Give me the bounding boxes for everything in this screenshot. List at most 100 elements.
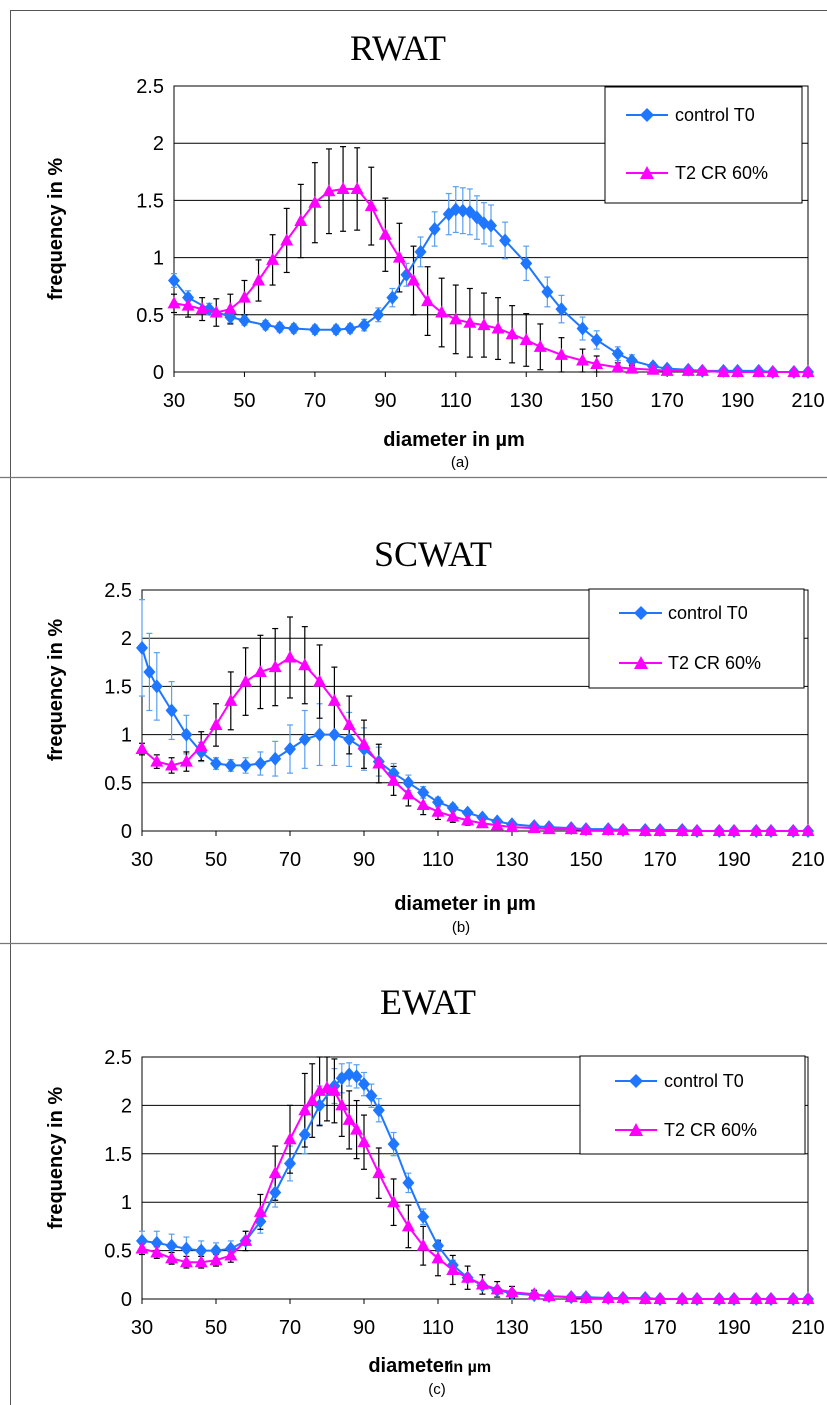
data-point-diamond: [576, 321, 589, 336]
panel-ewat: EWAT frequency in % diameter in µm (c) 0…: [45, 982, 825, 1398]
data-point-triangle: [167, 296, 181, 309]
legend-marker-triangle: [629, 1123, 643, 1136]
y-tick-label: 1: [153, 248, 164, 270]
data-point-triangle: [490, 1282, 504, 1295]
data-point-triangle: [752, 365, 766, 377]
data-point-diamond: [180, 1241, 193, 1256]
x-tick-label: 210: [791, 1317, 824, 1339]
data-point-diamond: [414, 244, 427, 259]
y-tick-label: 1.5: [136, 190, 164, 212]
data-point-triangle: [712, 824, 726, 836]
data-point-triangle: [294, 213, 308, 226]
data-point-triangle: [150, 754, 164, 767]
data-point-triangle: [764, 1292, 778, 1304]
data-point-triangle: [280, 233, 294, 246]
data-point-triangle: [801, 1292, 815, 1304]
data-point-triangle: [564, 1290, 578, 1303]
data-point-diamond: [417, 785, 430, 800]
data-point-diamond: [224, 758, 237, 773]
data-point-triangle: [239, 674, 253, 687]
x-tick-label: 190: [721, 390, 754, 412]
data-point-triangle: [616, 1291, 630, 1304]
data-point-diamond: [330, 322, 343, 337]
data-point-triangle: [601, 823, 615, 836]
data-point-triangle: [801, 365, 815, 377]
plot-area: 0 0.5 1 1.5 2 2.5 30 50 70 90 110 130 150 170 190 210: [104, 580, 825, 871]
data-point-diamond: [365, 1088, 378, 1103]
data-point-triangle: [401, 1219, 415, 1232]
y-tick-label: 0: [121, 821, 132, 843]
data-point-triangle: [712, 1292, 726, 1304]
x-tick-label: 70: [279, 1317, 301, 1339]
data-point-diamond: [298, 732, 311, 747]
data-point-triangle: [320, 1080, 334, 1093]
x-tick-label: 130: [510, 390, 543, 412]
legend-box: [588, 588, 805, 689]
data-point-triangle: [195, 302, 209, 315]
x-tick-label: 170: [650, 390, 683, 412]
data-point-diamond: [611, 346, 624, 361]
data-point-triangle: [305, 1093, 319, 1106]
data-point-diamond: [358, 318, 371, 333]
x-axis-label: diameter in µm: [383, 429, 525, 451]
legend-marker-diamond: [640, 108, 654, 122]
panel-scwat: SCWAT frequency in % diameter in µm (b) …: [45, 534, 825, 936]
data-point-diamond: [449, 202, 462, 217]
data-point-diamond: [625, 353, 638, 368]
panel-caption: (c): [428, 1381, 446, 1398]
data-point-triangle: [387, 1195, 401, 1208]
data-point-triangle: [327, 1083, 341, 1096]
data-point-triangle: [675, 824, 689, 836]
data-point-triangle: [431, 1251, 445, 1264]
data-point-diamond: [284, 742, 296, 757]
data-point-triangle: [327, 693, 341, 706]
data-point-triangle: [690, 1292, 704, 1304]
x-tick-label: 150: [580, 390, 613, 412]
data-point-diamond: [400, 267, 413, 282]
x-tick-label: 90: [353, 849, 375, 871]
x-tick-label: 210: [791, 849, 824, 871]
data-point-triangle: [475, 1277, 489, 1290]
data-point-triangle: [564, 822, 578, 835]
data-point-diamond: [358, 1077, 370, 1092]
data-point-triangle: [357, 737, 371, 750]
data-point-triangle: [181, 298, 195, 311]
data-point-triangle: [357, 1135, 371, 1148]
legend: control T0 T2 CR 60%: [604, 86, 803, 204]
data-point-triangle: [625, 361, 639, 374]
data-point-triangle: [638, 1292, 652, 1304]
legend: control T0 T2 CR 60%: [579, 1055, 806, 1155]
y-tick-label: 0: [153, 362, 164, 384]
t2-cr-60-series: [167, 181, 815, 377]
chart-title: EWAT: [380, 982, 476, 1022]
panel-caption: (a): [451, 454, 469, 471]
data-point-triangle: [787, 365, 801, 377]
panel-caption: (b): [452, 919, 470, 936]
x-tick-label: 30: [131, 849, 153, 871]
data-point-triangle: [209, 717, 223, 730]
data-point-triangle: [372, 1166, 386, 1179]
data-point-triangle: [194, 739, 208, 752]
data-point-diamond: [298, 1127, 311, 1142]
data-point-diamond: [168, 273, 180, 288]
data-point-triangle: [542, 822, 556, 835]
data-point-triangle: [749, 1292, 763, 1304]
x-axis-label: diameter in µm: [394, 893, 536, 915]
control-error-bars: [139, 599, 612, 831]
data-point-diamond: [308, 322, 321, 337]
data-point-triangle: [322, 184, 336, 197]
y-tick-label: 2: [153, 133, 164, 155]
y-tick-label: 0: [121, 1289, 132, 1311]
data-point-triangle: [527, 821, 541, 834]
legend-box: [579, 1055, 806, 1155]
x-axis-label-suffix: in µm: [449, 1359, 491, 1376]
data-point-diamond: [541, 284, 554, 299]
control-t0-series: [168, 202, 814, 379]
data-point-triangle: [766, 365, 780, 377]
data-point-diamond: [344, 321, 357, 336]
data-point-diamond: [386, 290, 399, 305]
data-point-diamond: [238, 313, 251, 328]
data-point-triangle: [505, 1285, 519, 1298]
data-point-triangle: [298, 1103, 312, 1116]
data-point-diamond: [372, 1103, 385, 1118]
